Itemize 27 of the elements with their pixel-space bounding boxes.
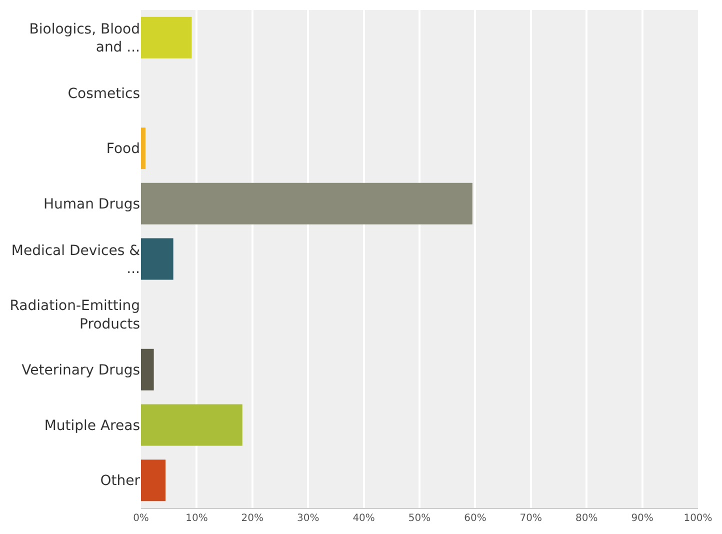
bar [141,460,166,502]
y-tick-label: Radiation-Emitting Products [10,298,140,332]
y-tick-label: Medical Devices & ... [11,242,140,277]
x-tick-label: 0% [133,513,149,524]
x-tick-label: 30% [296,513,320,524]
y-tick-label: Biologics, Blood and ... [29,21,140,56]
bar [141,238,174,280]
x-tick-label: 90% [631,513,654,524]
x-tick-label: 60% [464,513,486,524]
y-tick-label: Veterinary Drugs [22,362,140,379]
x-tick-label: 70% [520,513,542,524]
y-tick-label: Human Drugs [43,196,140,213]
x-tick-label: 20% [241,513,264,524]
x-tick-label: 100% [684,513,712,524]
y-tick-label: Other [100,473,140,490]
x-tick-label: 50% [408,513,431,524]
y-tick-label: Mutiple Areas [44,418,140,434]
y-tick-label: Cosmetics [68,86,140,102]
x-tick-label: 40% [352,513,375,524]
bar [141,348,154,390]
bar [141,16,192,58]
bar [141,404,242,446]
x-tick-label: 10% [186,513,208,524]
x-tick-label: 80% [575,513,598,524]
y-tick-label: Food [106,141,140,158]
bar [141,182,472,224]
bar [141,128,146,170]
